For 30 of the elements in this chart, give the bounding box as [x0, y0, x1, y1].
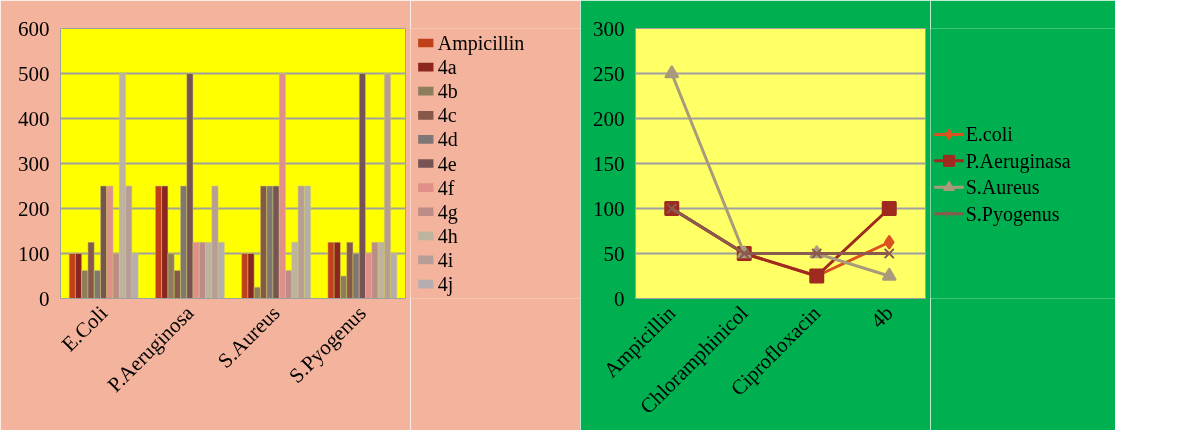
legend-label: E.coli: [965, 123, 1014, 146]
y-tick-label: 50: [603, 241, 625, 266]
legend-label: Ampicillin: [437, 31, 525, 55]
legend-label: 4g: [437, 200, 458, 224]
y-tick-label: 200: [18, 196, 50, 221]
y-tick-label: 100: [18, 241, 50, 266]
y-tick-label: 0: [39, 286, 50, 311]
legend-label: 4a: [437, 56, 457, 79]
y-tick-label: 500: [18, 61, 50, 86]
x-tick-label: 4b: [865, 301, 898, 333]
y-tick-label: 150: [593, 151, 625, 176]
y-tick-label: 300: [18, 151, 50, 176]
y-tick-label: 250: [593, 61, 625, 86]
legend-label: 4e: [437, 152, 457, 175]
legend-label: 4f: [437, 176, 455, 199]
y-tick-label: 400: [18, 106, 50, 131]
legend-label: P.Aeruginasa: [965, 149, 1071, 173]
legend-label: 4d: [437, 128, 458, 151]
legend-label: S.Pyogenus: [965, 202, 1060, 226]
legend-label: 4j: [437, 273, 454, 297]
y-tick-label: 200: [593, 106, 625, 131]
legend-label: S.Aureus: [965, 176, 1040, 199]
y-tick-label: 0: [614, 286, 625, 311]
y-tick-label: 300: [593, 16, 625, 41]
y-tick-label: 100: [593, 196, 625, 221]
y-tick-label: 600: [18, 16, 50, 41]
legend-label: 4h: [437, 224, 458, 247]
legend-label: 4i: [437, 248, 454, 271]
legend-label: 4c: [437, 104, 457, 127]
legend-label: 4b: [437, 80, 458, 103]
